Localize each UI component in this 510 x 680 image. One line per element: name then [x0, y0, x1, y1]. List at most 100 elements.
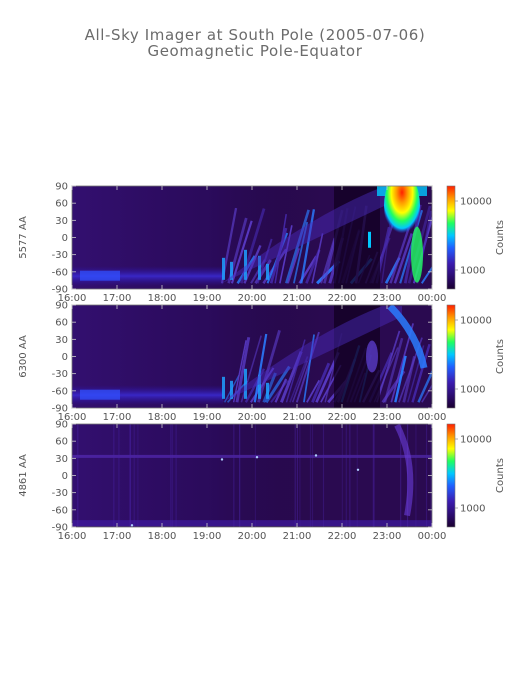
- streak: [137, 424, 139, 527]
- streak: [372, 424, 374, 527]
- y-tick-label: 0: [62, 233, 68, 244]
- star-point: [255, 455, 259, 459]
- streak: [175, 424, 177, 527]
- y-tick-label: 60: [55, 318, 68, 329]
- x-tick-label: 21:00: [283, 412, 312, 423]
- star-point: [356, 468, 360, 471]
- y-tick-label: 90: [55, 182, 68, 193]
- emission-spike: [244, 368, 247, 399]
- expansion-band: [222, 187, 402, 284]
- auroral-arc: [287, 248, 300, 284]
- auroral-arc: [232, 340, 247, 403]
- x-tick-label: 16:00: [58, 531, 87, 542]
- x-tick-label: 21:00: [283, 531, 312, 542]
- streak: [254, 424, 257, 527]
- auroral-arc: [279, 225, 293, 284]
- x-tick-label: 00:00: [418, 293, 447, 304]
- streak: [113, 424, 115, 527]
- dawn-arc: [394, 424, 414, 517]
- x-tick-label: 00:00: [418, 412, 447, 423]
- auroral-arc: [265, 365, 291, 404]
- emission-patch: [80, 270, 120, 281]
- plot-texture: [72, 186, 432, 289]
- streak: [400, 424, 402, 527]
- auroral-arc: [230, 220, 253, 284]
- auroral-arc: [300, 209, 316, 284]
- auroral-arc: [250, 259, 266, 284]
- streak: [233, 424, 235, 527]
- x-tick-label: 16:00: [58, 293, 87, 304]
- x-tick-label: 22:00: [328, 293, 357, 304]
- streak: [341, 424, 343, 527]
- colorbar-label: Counts: [495, 339, 506, 374]
- x-tick-label: 19:00: [193, 293, 222, 304]
- colorbar-label: Counts: [495, 458, 506, 493]
- y-tick-label: 90: [55, 301, 68, 312]
- auroral-arc: [274, 214, 287, 284]
- streak: [345, 424, 347, 527]
- emission-patch: [366, 340, 378, 373]
- auroral-arc: [262, 372, 277, 403]
- auroral-arc: [235, 336, 251, 403]
- streak: [294, 424, 296, 527]
- star-point: [314, 454, 318, 457]
- star-point: [130, 524, 134, 527]
- x-tick-label: 20:00: [238, 293, 267, 304]
- colorbar: [446, 423, 456, 528]
- emission-spike: [266, 382, 269, 399]
- faint-band: [72, 454, 432, 458]
- y-tick-label: -60: [52, 267, 68, 278]
- emission-spike: [222, 257, 225, 280]
- x-tick-label: 19:00: [193, 531, 222, 542]
- y-tick-label: -30: [52, 369, 68, 380]
- emission-spike: [258, 374, 261, 399]
- streak: [309, 424, 312, 527]
- colorbar: [446, 304, 456, 409]
- streak: [425, 424, 428, 527]
- emission-spike: [230, 380, 233, 399]
- x-tick-label: 19:00: [193, 412, 222, 423]
- expansion-band: [222, 306, 402, 403]
- colorbar-tick-label: 10000: [460, 197, 492, 208]
- y-tick-label: -60: [52, 386, 68, 397]
- chart-title: All-Sky Imager at South Pole (2005-07-06…: [84, 26, 426, 44]
- intense-emission: [411, 226, 423, 283]
- dawn-arc: [387, 305, 428, 369]
- auroral-arc: [420, 266, 432, 284]
- y-tick-label: -90: [52, 404, 68, 415]
- colorbar-tick-label: 1000: [460, 504, 485, 515]
- x-tick-label: 23:00: [373, 531, 402, 542]
- colorbar-tick-label: 1000: [460, 385, 485, 396]
- emission-spike: [368, 231, 371, 248]
- auroral-arc: [274, 378, 288, 403]
- streak: [171, 424, 173, 527]
- auroral-arc: [376, 330, 401, 403]
- auroral-arc: [244, 368, 266, 403]
- x-tick-label: 22:00: [328, 531, 357, 542]
- x-tick-label: 17:00: [103, 293, 132, 304]
- auroral-arc: [303, 334, 315, 403]
- y-tick-label: -90: [52, 523, 68, 534]
- auroral-arc: [257, 329, 281, 403]
- auroral-arc: [394, 355, 407, 403]
- emission-spike: [258, 255, 261, 280]
- y-tick-label: -30: [52, 488, 68, 499]
- x-tick-label: 18:00: [148, 293, 177, 304]
- y-tick-label: 30: [55, 335, 68, 346]
- x-tick-label: 20:00: [238, 531, 267, 542]
- plot-shading: [72, 424, 324, 527]
- x-tick-label: 23:00: [373, 293, 402, 304]
- streak: [169, 424, 172, 527]
- intense-emission: [384, 186, 420, 241]
- streak: [299, 424, 301, 527]
- auroral-arc: [243, 244, 262, 284]
- auroral-arc: [280, 351, 303, 403]
- auroral-arc: [289, 356, 309, 403]
- auroral-arc: [293, 221, 309, 284]
- streak: [133, 424, 135, 527]
- auroral-arc: [311, 233, 324, 284]
